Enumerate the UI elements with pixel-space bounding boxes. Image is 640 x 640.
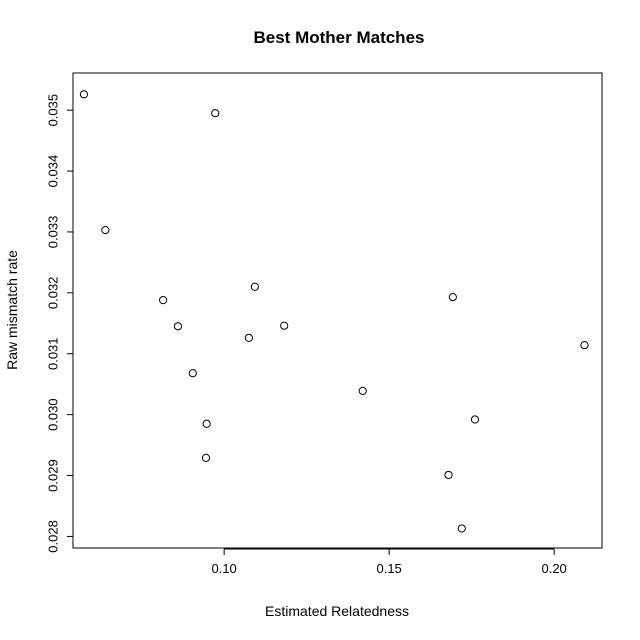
x-tick-label: 0.20 — [541, 561, 566, 576]
data-point — [79, 90, 88, 99]
data-point — [173, 322, 183, 331]
data-point — [211, 109, 220, 118]
y-axis: 0.028 0.029 0.030 0.031 0.032 0.033 0.034 0.035 — [46, 94, 74, 553]
data-point — [188, 369, 197, 378]
y-tick-label: 0.034 — [46, 155, 61, 188]
y-tick-label: 0.029 — [46, 459, 61, 492]
y-tick-label: 0.035 — [46, 94, 61, 127]
data-point — [280, 321, 289, 330]
y-tick-label: 0.033 — [46, 216, 61, 249]
y-tick-label: 0.031 — [46, 337, 61, 370]
y-tick-label: 0.032 — [46, 277, 61, 310]
data-point — [457, 524, 466, 533]
y-axis-label: Raw mismatch rate — [4, 250, 20, 370]
data-point — [101, 226, 110, 235]
plot-frame — [72, 72, 603, 549]
data-point — [250, 282, 259, 291]
data-point — [448, 293, 457, 302]
data-point — [202, 419, 211, 428]
y-tick-label: 0.028 — [46, 520, 61, 553]
x-tick-label: 0.10 — [211, 561, 236, 576]
x-axis-label: Estimated Relatedness — [265, 603, 409, 619]
data-point — [358, 386, 367, 395]
chart-title: Best Mother Matches — [254, 28, 425, 47]
data-point — [470, 415, 480, 424]
y-tick-label: 0.030 — [46, 398, 61, 431]
data-point — [158, 296, 168, 305]
data-point — [244, 333, 253, 343]
x-tick-label: 0.15 — [376, 561, 401, 576]
data-point — [201, 453, 211, 462]
data-point — [580, 341, 589, 350]
x-axis: 0.10 0.15 0.20 — [211, 548, 567, 576]
data-points — [79, 90, 589, 533]
data-point — [444, 470, 453, 480]
